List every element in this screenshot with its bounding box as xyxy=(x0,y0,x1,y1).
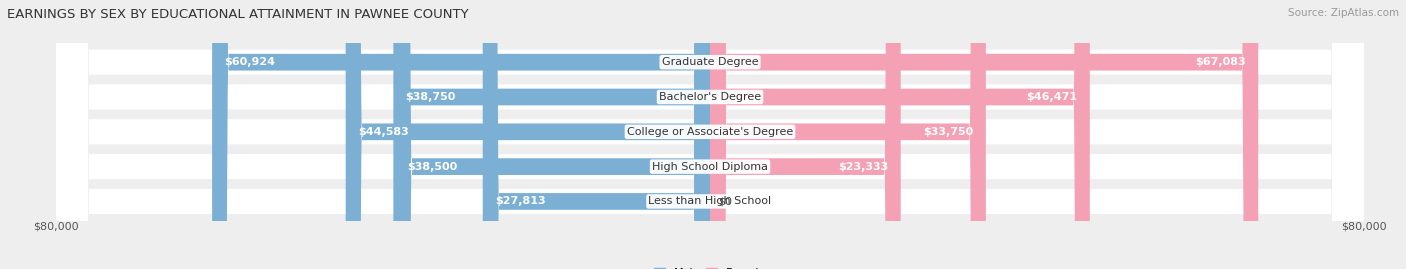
Legend: Male, Female: Male, Female xyxy=(650,264,770,269)
FancyBboxPatch shape xyxy=(56,0,1364,269)
Text: $23,333: $23,333 xyxy=(838,162,889,172)
FancyBboxPatch shape xyxy=(710,0,1090,269)
Text: $60,924: $60,924 xyxy=(225,57,276,67)
Text: $0: $0 xyxy=(718,196,733,206)
FancyBboxPatch shape xyxy=(710,0,986,269)
Text: College or Associate's Degree: College or Associate's Degree xyxy=(627,127,793,137)
Text: Source: ZipAtlas.com: Source: ZipAtlas.com xyxy=(1288,8,1399,18)
FancyBboxPatch shape xyxy=(710,0,1258,269)
Text: Bachelor's Degree: Bachelor's Degree xyxy=(659,92,761,102)
Text: $44,583: $44,583 xyxy=(359,127,409,137)
Text: $33,750: $33,750 xyxy=(924,127,973,137)
Text: High School Diploma: High School Diploma xyxy=(652,162,768,172)
FancyBboxPatch shape xyxy=(212,0,710,269)
FancyBboxPatch shape xyxy=(482,0,710,269)
FancyBboxPatch shape xyxy=(56,0,1364,269)
FancyBboxPatch shape xyxy=(346,0,710,269)
FancyBboxPatch shape xyxy=(56,0,1364,269)
Text: $38,500: $38,500 xyxy=(408,162,458,172)
Text: EARNINGS BY SEX BY EDUCATIONAL ATTAINMENT IN PAWNEE COUNTY: EARNINGS BY SEX BY EDUCATIONAL ATTAINMEN… xyxy=(7,8,468,21)
Text: Graduate Degree: Graduate Degree xyxy=(662,57,758,67)
Text: $46,471: $46,471 xyxy=(1026,92,1077,102)
FancyBboxPatch shape xyxy=(395,0,710,269)
Text: $67,083: $67,083 xyxy=(1195,57,1246,67)
FancyBboxPatch shape xyxy=(56,0,1364,269)
Text: $38,750: $38,750 xyxy=(405,92,456,102)
Text: $27,813: $27,813 xyxy=(495,196,546,206)
FancyBboxPatch shape xyxy=(710,0,901,269)
Text: Less than High School: Less than High School xyxy=(648,196,772,206)
FancyBboxPatch shape xyxy=(56,0,1364,269)
FancyBboxPatch shape xyxy=(394,0,710,269)
